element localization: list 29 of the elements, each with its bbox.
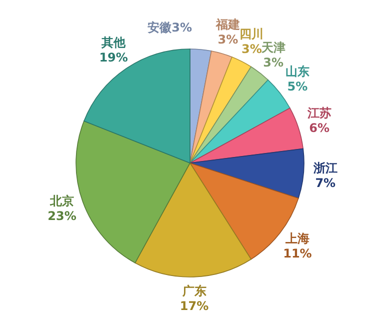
pie-slice [190,66,268,164]
pie-slice [190,108,304,164]
slice-label: 江苏 [306,106,332,120]
pie-slice [76,120,190,264]
data-label: 3% [242,42,262,56]
slice-label: 其他 [100,36,127,50]
data-label: 19% [99,50,128,65]
data-label: 23% [48,209,76,224]
slice-label: 北京 [49,194,74,208]
data-label: 5% [287,80,308,94]
slice-label: 广东 [181,284,206,298]
pie-slice [190,148,304,199]
data-label: 3% [218,32,238,46]
slice-label: 安徽 [148,20,172,35]
data-label: 3% [263,56,284,70]
data-label: 6% [309,120,330,135]
slice-label: 四川 [240,26,264,41]
data-label: 3% [172,20,192,35]
slice-label: 浙江 [312,160,338,175]
slice-label: 上海 [284,231,310,246]
pie-slice [134,162,252,278]
data-label: 17% [180,298,209,313]
slice-label: 山东 [285,64,310,79]
slice-label: 天津 [260,40,286,55]
pie-slice [84,48,190,164]
pie-slice [190,56,252,164]
slice-label: 福建 [214,17,240,32]
data-label: 7% [315,176,336,190]
data-label: 11% [283,246,312,260]
